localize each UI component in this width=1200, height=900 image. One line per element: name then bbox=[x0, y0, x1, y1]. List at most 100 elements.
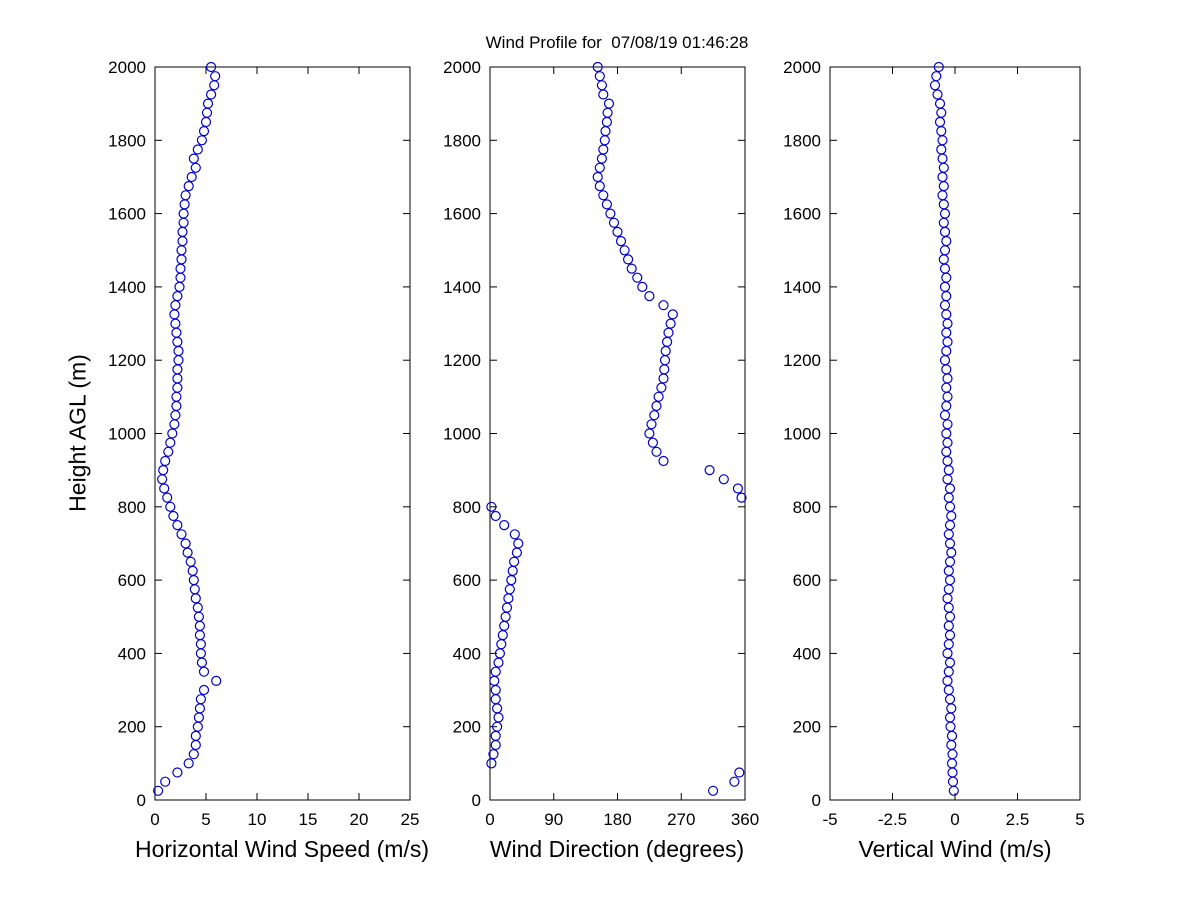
data-point bbox=[944, 519, 956, 531]
data-point bbox=[938, 162, 949, 173]
data-point bbox=[943, 492, 954, 503]
y-tick-label: 600 bbox=[453, 571, 481, 590]
y-tick-label: 200 bbox=[118, 718, 146, 737]
data-point bbox=[732, 483, 744, 494]
data-point bbox=[165, 501, 176, 512]
y-tick-label: 400 bbox=[118, 644, 146, 663]
x-tick-label: 0 bbox=[485, 810, 494, 829]
data-point bbox=[942, 474, 953, 485]
data-point bbox=[939, 410, 951, 421]
data-point bbox=[183, 758, 194, 769]
data-point bbox=[659, 364, 670, 375]
data-point bbox=[185, 556, 196, 567]
data-point bbox=[947, 749, 958, 760]
data-point bbox=[943, 666, 954, 677]
y-tick-label: 600 bbox=[118, 571, 146, 590]
y-tick-label: 1000 bbox=[783, 425, 821, 444]
data-point bbox=[592, 171, 603, 183]
data-point bbox=[500, 611, 511, 622]
data-point bbox=[939, 355, 951, 366]
data-point bbox=[506, 574, 517, 586]
data-point bbox=[486, 501, 497, 512]
y-tick-label: 1200 bbox=[108, 351, 146, 370]
data-point bbox=[942, 675, 953, 687]
data-point bbox=[198, 684, 210, 696]
data-point bbox=[489, 675, 500, 687]
y-tick-label: 600 bbox=[793, 571, 821, 590]
data-point bbox=[619, 245, 630, 256]
y-tick-label: 0 bbox=[137, 791, 146, 810]
data-point bbox=[190, 730, 201, 742]
data-point bbox=[186, 171, 197, 183]
data-point bbox=[658, 373, 669, 384]
data-point bbox=[507, 565, 518, 577]
data-point bbox=[206, 89, 217, 100]
data-point bbox=[160, 455, 171, 467]
x-tick-label: 360 bbox=[731, 810, 759, 829]
data-point bbox=[929, 80, 941, 91]
data-point bbox=[196, 657, 207, 668]
data-point bbox=[939, 208, 951, 219]
data-point bbox=[944, 556, 956, 567]
data-point bbox=[172, 291, 183, 302]
data-point bbox=[603, 98, 615, 109]
data-point bbox=[941, 382, 952, 393]
data-point bbox=[736, 492, 747, 503]
data-point bbox=[195, 694, 206, 705]
data-point bbox=[200, 116, 212, 128]
data-point bbox=[171, 400, 182, 412]
y-tick-label: 1000 bbox=[108, 425, 146, 444]
data-point bbox=[933, 61, 944, 73]
data-point bbox=[943, 684, 954, 696]
data-point bbox=[665, 318, 676, 329]
data-point bbox=[941, 345, 952, 357]
x-tick-label: 0 bbox=[150, 810, 159, 829]
data-point bbox=[163, 446, 174, 457]
data-point bbox=[601, 116, 613, 128]
x-tick-label: 20 bbox=[350, 810, 369, 829]
data-point bbox=[942, 593, 953, 604]
y-tick-label: 1400 bbox=[783, 278, 821, 297]
data-point bbox=[490, 739, 501, 751]
data-point bbox=[157, 474, 168, 485]
data-point bbox=[195, 648, 206, 659]
x-tick-label: 15 bbox=[299, 810, 318, 829]
data-point bbox=[946, 739, 957, 751]
x-tick-label: 0 bbox=[950, 810, 959, 829]
data-point bbox=[165, 437, 176, 448]
data-point bbox=[656, 382, 667, 393]
data-point bbox=[644, 428, 655, 439]
data-point bbox=[190, 593, 201, 604]
data-point bbox=[632, 272, 643, 283]
data-point bbox=[941, 272, 952, 283]
data-point bbox=[196, 135, 207, 146]
data-point bbox=[649, 410, 660, 421]
data-point bbox=[937, 153, 948, 164]
x-tick-label: 25 bbox=[401, 810, 420, 829]
data-point bbox=[944, 501, 956, 512]
data-point bbox=[175, 272, 186, 283]
horizontal-wind-speed-axis-label: Horizontal Wind Speed (m/s) bbox=[135, 836, 429, 862]
data-point bbox=[167, 428, 178, 439]
data-point bbox=[944, 629, 956, 641]
data-point bbox=[942, 391, 953, 402]
data-point bbox=[172, 373, 183, 384]
data-point bbox=[188, 574, 199, 586]
data-point bbox=[934, 116, 946, 128]
data-point bbox=[944, 712, 956, 723]
data-point bbox=[192, 721, 203, 732]
data-point bbox=[944, 574, 956, 586]
data-point bbox=[937, 171, 948, 183]
data-point bbox=[947, 767, 958, 778]
data-point bbox=[936, 107, 947, 118]
data-point bbox=[938, 181, 949, 192]
data-point bbox=[175, 263, 186, 274]
data-point bbox=[194, 703, 205, 714]
y-tick-label: 1600 bbox=[443, 205, 481, 224]
data-point bbox=[658, 455, 669, 467]
data-point bbox=[598, 144, 609, 155]
data-point bbox=[490, 694, 501, 705]
data-point bbox=[176, 529, 187, 540]
data-point bbox=[943, 584, 954, 595]
data-point bbox=[594, 181, 605, 192]
